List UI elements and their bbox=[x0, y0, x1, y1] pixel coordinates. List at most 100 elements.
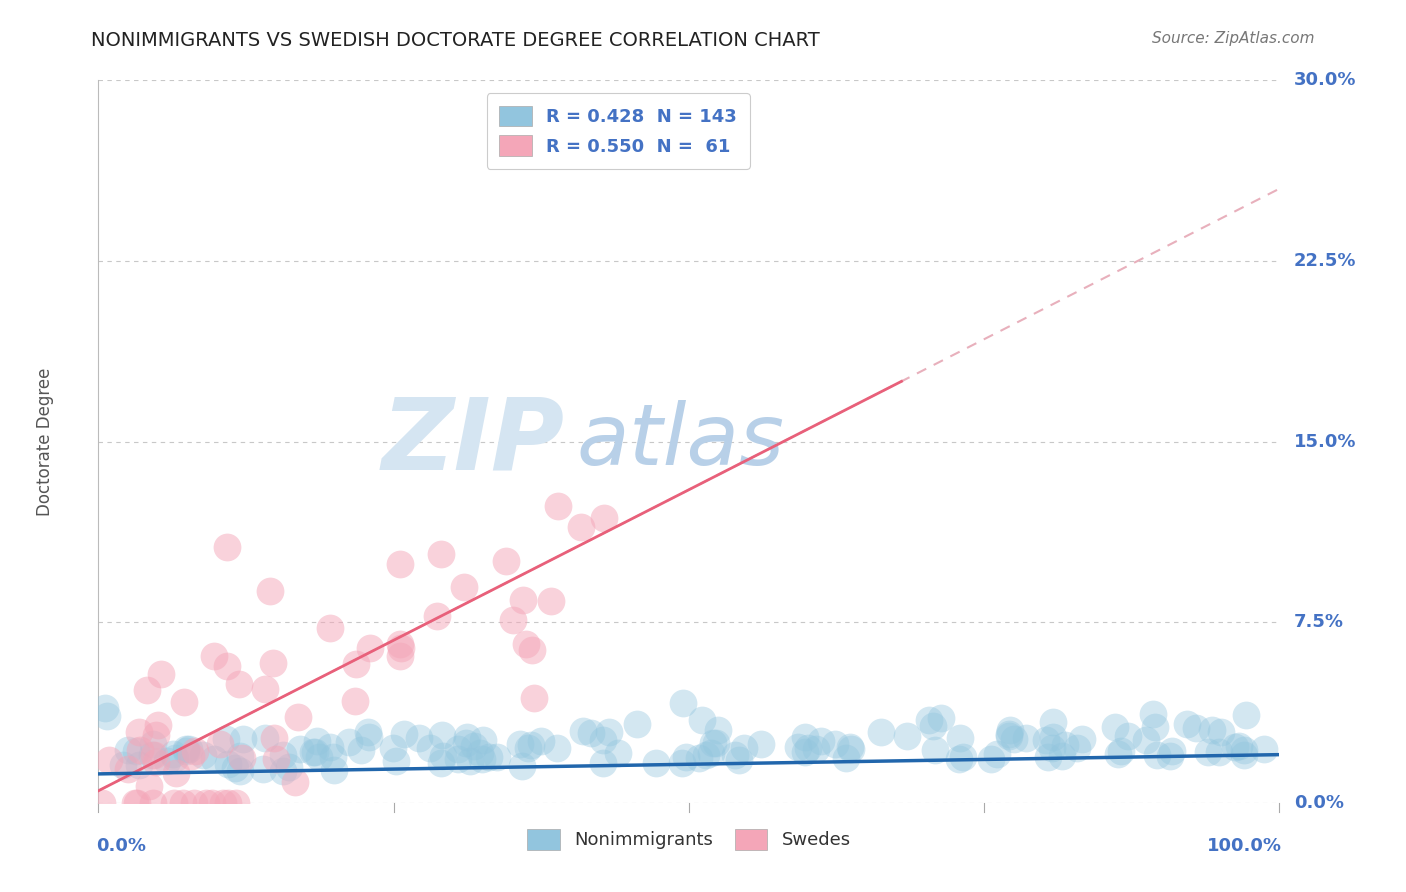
Legend: Nonimmigrants, Swedes: Nonimmigrants, Swedes bbox=[519, 820, 859, 859]
Point bbox=[1227, 739, 1250, 753]
Point bbox=[359, 641, 381, 656]
Point bbox=[707, 723, 730, 738]
Point bbox=[520, 642, 543, 657]
Point bbox=[675, 749, 697, 764]
Point bbox=[510, 759, 533, 773]
Point bbox=[344, 694, 367, 708]
Point bbox=[572, 724, 595, 739]
Point bbox=[839, 740, 862, 755]
Point bbox=[146, 717, 169, 731]
Point bbox=[253, 731, 276, 746]
Point bbox=[546, 740, 568, 755]
Point bbox=[804, 742, 827, 756]
Point bbox=[547, 499, 569, 513]
Point bbox=[502, 613, 524, 627]
Point bbox=[96, 709, 118, 723]
Point bbox=[217, 796, 239, 810]
Point bbox=[252, 763, 274, 777]
Text: 0.0%: 0.0% bbox=[96, 838, 146, 855]
Point bbox=[124, 796, 146, 810]
Point bbox=[1201, 723, 1223, 738]
Point bbox=[598, 724, 620, 739]
Point bbox=[183, 744, 205, 758]
Point bbox=[1185, 721, 1208, 735]
Point bbox=[389, 640, 412, 655]
Point bbox=[728, 753, 751, 767]
Point bbox=[259, 583, 281, 598]
Text: atlas: atlas bbox=[576, 400, 785, 483]
Point bbox=[263, 731, 285, 745]
Point bbox=[381, 741, 404, 756]
Point bbox=[117, 762, 139, 776]
Point bbox=[924, 743, 946, 757]
Point bbox=[322, 750, 344, 764]
Point bbox=[215, 541, 238, 555]
Point bbox=[408, 731, 430, 745]
Point bbox=[201, 796, 224, 810]
Point bbox=[520, 738, 543, 752]
Point bbox=[319, 740, 342, 755]
Text: 0.0%: 0.0% bbox=[1294, 794, 1344, 812]
Point bbox=[704, 736, 727, 750]
Point bbox=[1232, 743, 1254, 757]
Point bbox=[922, 719, 945, 733]
Point bbox=[111, 758, 134, 772]
Point bbox=[228, 676, 250, 690]
Point bbox=[1253, 742, 1275, 756]
Point bbox=[266, 752, 288, 766]
Point bbox=[392, 727, 415, 741]
Point bbox=[1040, 741, 1063, 756]
Point bbox=[1036, 750, 1059, 764]
Point bbox=[388, 649, 411, 664]
Text: ZIP: ZIP bbox=[382, 393, 565, 490]
Point bbox=[429, 547, 451, 561]
Point bbox=[749, 737, 772, 751]
Point bbox=[217, 756, 239, 771]
Point bbox=[1015, 731, 1038, 745]
Point bbox=[810, 734, 832, 748]
Point bbox=[183, 796, 205, 810]
Point bbox=[156, 754, 179, 768]
Point bbox=[98, 753, 121, 767]
Point bbox=[1211, 724, 1233, 739]
Point bbox=[145, 755, 167, 769]
Point bbox=[998, 726, 1021, 740]
Point bbox=[1146, 747, 1168, 762]
Point bbox=[419, 740, 441, 755]
Point bbox=[202, 648, 225, 663]
Point bbox=[447, 741, 470, 756]
Text: 15.0%: 15.0% bbox=[1294, 433, 1357, 450]
Point bbox=[1042, 715, 1064, 730]
Point bbox=[231, 751, 253, 765]
Point bbox=[344, 657, 367, 672]
Point bbox=[516, 741, 538, 756]
Point bbox=[530, 734, 553, 748]
Point bbox=[870, 725, 893, 739]
Point bbox=[509, 737, 531, 751]
Point bbox=[1175, 717, 1198, 731]
Point bbox=[1070, 732, 1092, 747]
Point bbox=[180, 748, 202, 763]
Point bbox=[319, 621, 342, 635]
Point bbox=[253, 681, 276, 696]
Point bbox=[896, 729, 918, 743]
Point bbox=[232, 731, 254, 746]
Point bbox=[948, 752, 970, 766]
Point bbox=[129, 743, 152, 757]
Point bbox=[209, 737, 232, 751]
Text: Doctorate Degree: Doctorate Degree bbox=[37, 368, 55, 516]
Point bbox=[1000, 723, 1022, 737]
Text: 22.5%: 22.5% bbox=[1294, 252, 1357, 270]
Point bbox=[302, 745, 325, 759]
Point bbox=[174, 742, 197, 756]
Point bbox=[1197, 745, 1219, 759]
Point bbox=[1104, 720, 1126, 734]
Point bbox=[952, 750, 974, 764]
Point bbox=[308, 750, 330, 764]
Point bbox=[271, 764, 294, 778]
Point bbox=[458, 754, 481, 768]
Point bbox=[142, 748, 165, 763]
Point bbox=[94, 701, 117, 715]
Point bbox=[794, 745, 817, 759]
Point bbox=[172, 796, 194, 810]
